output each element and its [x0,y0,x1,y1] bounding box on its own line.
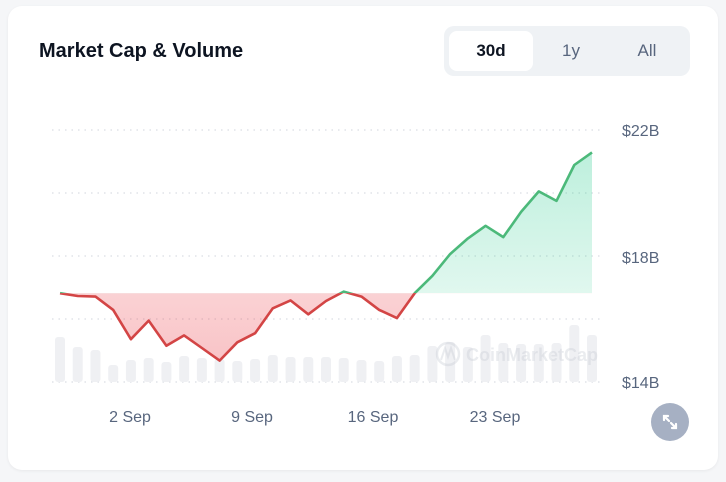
volume-bar [427,346,438,382]
card-title: Market Cap & Volume [39,40,244,62]
volume-bar [516,344,527,382]
volume-bar [232,361,243,382]
volume-bar [72,347,83,382]
volume-bar [445,342,456,382]
volume-bar [108,365,119,382]
tab-30d[interactable]: 30d [449,31,533,71]
volume-bar [551,343,562,382]
volume-bar [569,325,580,382]
volume-bar [143,358,154,382]
volume-bar [533,344,544,382]
y-tick-18b: $18B [622,250,659,267]
price-line-up [60,151,593,294]
svg-text:CoinMarketCap: CoinMarketCap [466,345,598,365]
volume-bar [196,358,207,382]
tab-all[interactable]: All [637,41,657,60]
volume-bar [267,355,278,382]
x-tick-9-sep: 9 Sep [231,409,273,426]
volume-bar [321,357,331,382]
volume-bar [303,357,314,382]
y-tick-14b: $14B [622,375,659,392]
volume-bar [125,360,136,382]
volume-bar [462,347,473,382]
y-tick-22b: $22B [622,123,659,140]
volume-bar [356,360,367,382]
price-line-down [59,293,417,362]
volume-bar [55,337,65,382]
volume-bar [161,362,172,382]
watermark-logo: CoinMarketCap [435,341,598,367]
volume-bar [480,335,491,382]
time-range-selector: 30d 1y All [444,26,690,76]
volume-bar [90,350,101,382]
volume-bar [179,356,190,382]
volume-bar [285,357,296,382]
volume-bar [498,343,509,382]
tab-1y[interactable]: 1y [562,41,580,60]
market-cap-card: Market Cap & Volume 30d 1y All [8,6,718,470]
volume-bar [250,359,261,382]
x-tick-16-sep: 16 Sep [348,409,399,426]
expand-icon [662,414,678,430]
area-above-baseline [60,152,592,294]
area-below-baseline [60,293,415,361]
volume-bar [587,335,597,382]
x-tick-23-sep: 23 Sep [470,409,521,426]
x-tick-2-sep: 2 Sep [109,409,151,426]
expand-chart-button[interactable] [651,403,689,441]
volume-bar [409,355,420,382]
volume-bar [374,361,385,382]
volume-bar [391,356,402,382]
volume-bar [338,358,349,382]
volume-bar [214,359,225,382]
